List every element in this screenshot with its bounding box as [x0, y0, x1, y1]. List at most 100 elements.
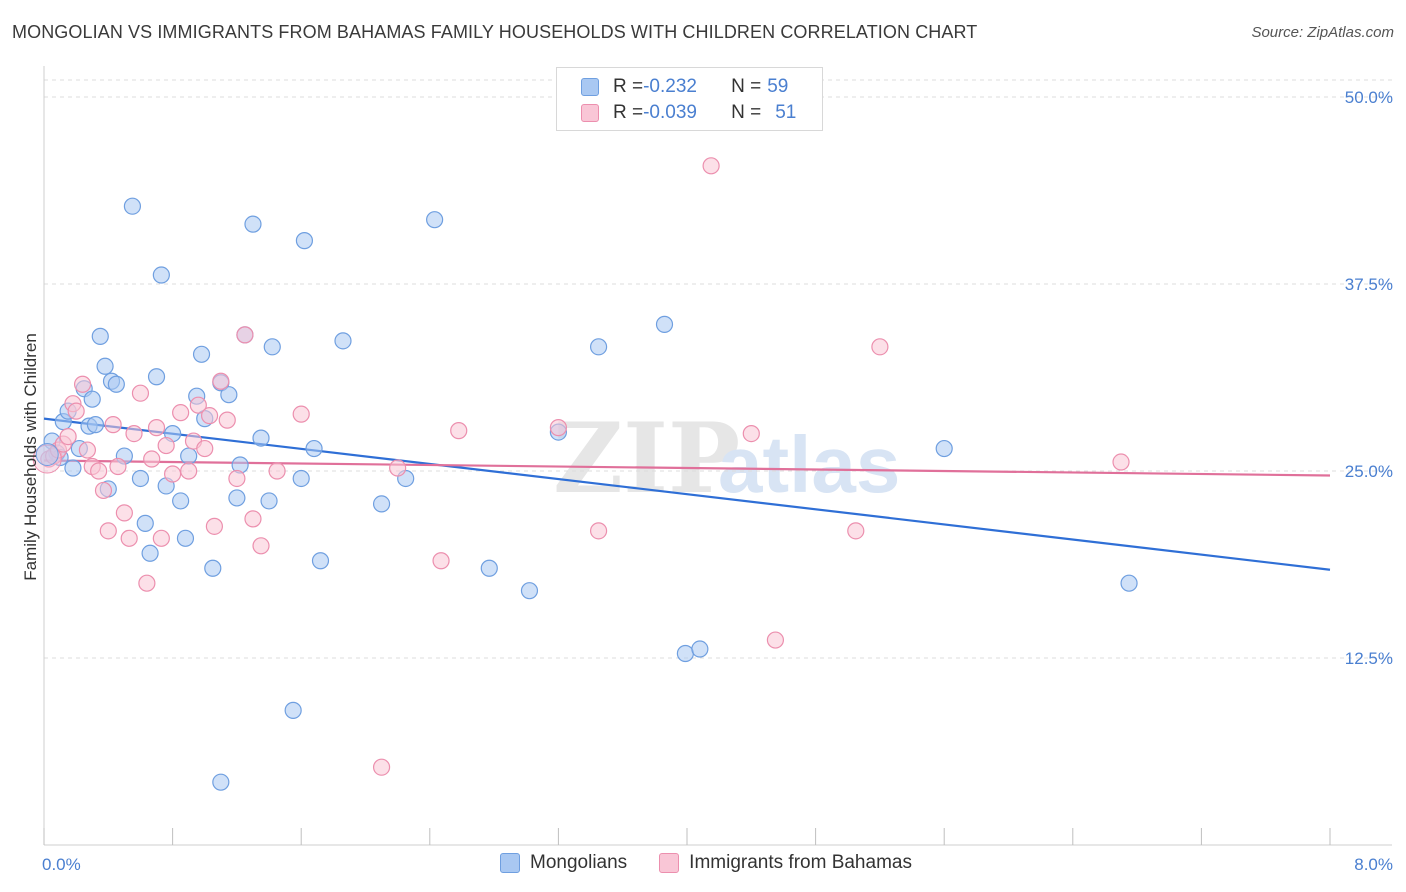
- legend-n-value: 59: [767, 76, 789, 97]
- bahamas-point: [200, 407, 219, 425]
- bahamas-point: [871, 338, 889, 356]
- bahamas-point: [218, 411, 236, 429]
- mongolian-point: [176, 529, 195, 547]
- legend-label-mongolians: Mongolians: [530, 852, 628, 873]
- mongolian-point: [676, 644, 694, 663]
- bahamas-point: [32, 444, 62, 474]
- bahamas-point: [157, 436, 175, 455]
- bahamas-point: [94, 481, 113, 500]
- x-tick-label: 8.0%: [1354, 855, 1393, 874]
- mongolian-point: [123, 197, 142, 215]
- mongolian-point: [83, 390, 101, 408]
- bahamas-point: [78, 441, 97, 459]
- mongolian-point: [426, 211, 444, 229]
- data-points: [32, 157, 1138, 791]
- bahamas-trend-line: [43, 459, 1331, 477]
- mongolian-point: [295, 232, 314, 250]
- mongolian-point: [311, 552, 330, 570]
- bahamas-point: [847, 522, 865, 540]
- bahamas-point: [389, 459, 407, 477]
- mongolian-point: [305, 439, 323, 458]
- mongolian-point: [147, 368, 166, 386]
- mongolian-point: [372, 495, 391, 513]
- bahamas-point: [228, 469, 246, 488]
- chart-title: MONGOLIAN VS IMMIGRANTS FROM BAHAMAS FAM…: [12, 22, 978, 42]
- mongolian-point: [480, 559, 498, 577]
- mongolian-point: [141, 544, 159, 562]
- mongolian-point: [192, 345, 211, 363]
- bahamas-point: [104, 416, 122, 434]
- mongolian-point: [691, 640, 709, 658]
- mongolian-point: [220, 386, 238, 404]
- legend-n-value: 51: [775, 102, 797, 123]
- bahamas-point: [268, 462, 286, 480]
- legend-swatch-bahamas: [581, 104, 599, 122]
- bahamas-point: [131, 384, 150, 402]
- bahamas-point: [1112, 453, 1130, 471]
- bahamas-point: [252, 537, 270, 555]
- bahamas-point: [742, 425, 760, 443]
- mongolian-point: [204, 559, 222, 577]
- bahamas-point: [67, 402, 85, 420]
- chart-source: Source: ZipAtlas.com: [1251, 24, 1394, 41]
- bahamas-point: [109, 457, 127, 476]
- mongolian-point: [172, 492, 190, 510]
- bahamas-point: [59, 427, 77, 446]
- bahamas-point: [172, 404, 190, 422]
- legend-n-label: N =: [731, 102, 762, 123]
- bahamas-point: [766, 631, 785, 649]
- bahamas-point: [432, 552, 450, 570]
- mongolian-point: [212, 773, 230, 791]
- legend-n-label: N =: [731, 76, 762, 97]
- legend-r-value: -0.039: [643, 102, 697, 123]
- bahamas-point: [115, 504, 133, 522]
- bahamas-point: [292, 405, 310, 423]
- mongolian-point: [152, 266, 170, 284]
- bahamas-point: [138, 574, 156, 592]
- mongolian-point: [35, 443, 59, 467]
- legend-item-mongolians: Mongolians: [500, 852, 627, 874]
- bahamas-point: [125, 425, 143, 443]
- y-tick-label: 37.5%: [1345, 275, 1393, 294]
- bahamas-point: [205, 517, 223, 535]
- legend-row-bahamas: R = -0.039 N = 51: [581, 100, 796, 126]
- mongolian-point: [334, 332, 352, 350]
- legend-swatch-mongolians: [581, 78, 599, 96]
- bahamas-point: [152, 529, 170, 547]
- legend-r-label: R =: [613, 76, 644, 97]
- mongolian-point: [292, 469, 310, 488]
- bahamas-point: [189, 396, 207, 414]
- y-tick-label: 50.0%: [1345, 88, 1393, 107]
- bahamas-point: [99, 522, 117, 540]
- bahamas-point: [372, 758, 391, 776]
- legend-label-bahamas: Immigrants from Bahamas: [689, 852, 912, 873]
- mongolian-point: [64, 459, 82, 477]
- bahamas-point: [147, 419, 166, 437]
- y-tick-label: 12.5%: [1345, 649, 1393, 668]
- series-legend: Mongolians Immigrants from Bahamas: [500, 852, 944, 874]
- mongolian-point: [935, 439, 953, 458]
- x-tick-label: 0.0%: [42, 855, 81, 874]
- tick-labels: 12.5% 25.0% 37.5% 50.0% 0.0% 8.0%: [42, 88, 1393, 874]
- bahamas-point: [73, 375, 92, 393]
- legend-swatch-bahamas: [659, 853, 680, 873]
- mongolian-point: [589, 338, 608, 356]
- mongolian-point: [107, 375, 125, 393]
- bahamas-point: [702, 157, 720, 175]
- bahamas-point: [450, 422, 468, 440]
- legend-r-label: R =: [613, 102, 644, 123]
- mongolian-point: [131, 469, 150, 488]
- mongolian-point: [284, 701, 302, 719]
- mongolian-point: [252, 429, 270, 447]
- legend-swatch-mongolians: [500, 853, 520, 873]
- bahamas-point: [549, 419, 568, 437]
- bahamas-point: [212, 372, 230, 390]
- legend-item-bahamas: Immigrants from Bahamas: [659, 852, 912, 874]
- mongolian-point: [86, 416, 105, 434]
- mongolian-point: [96, 357, 114, 375]
- bahamas-point: [196, 439, 214, 458]
- y-axis-label: Family Households with Children: [21, 333, 40, 581]
- mongolian-point: [91, 327, 109, 345]
- mongolian-point: [520, 582, 539, 600]
- bahamas-point: [120, 529, 138, 547]
